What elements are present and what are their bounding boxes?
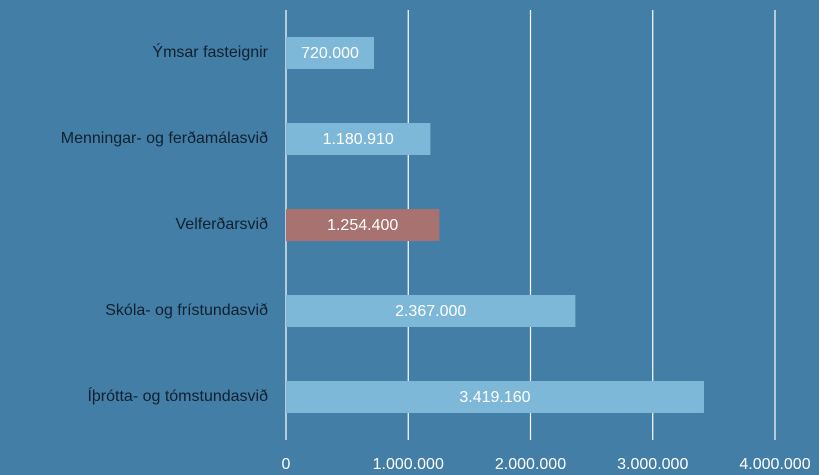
bar xyxy=(286,123,431,155)
data-label: 720.000 xyxy=(301,45,359,62)
y-tick-label: Menningar- og ferðamálasvið xyxy=(61,130,268,147)
x-tick-label: 4.000.000 xyxy=(739,456,810,473)
data-label: 2.367.000 xyxy=(395,303,466,320)
x-tick-label: 1.000.000 xyxy=(373,456,444,473)
y-tick-label: Ýmsar fasteignir xyxy=(152,42,268,61)
bar xyxy=(286,381,704,413)
data-label: 1.180.910 xyxy=(323,131,394,148)
x-tick-label: 3.000.000 xyxy=(617,456,688,473)
y-tick-label: Velferðarsvið xyxy=(176,216,269,233)
x-tick-label: 2.000.000 xyxy=(495,456,566,473)
bar xyxy=(286,37,375,69)
x-tick-label: 0 xyxy=(282,456,291,473)
y-tick-label: Skóla- og frístundasvið xyxy=(105,302,268,319)
bar xyxy=(286,295,576,327)
data-label: 3.419.160 xyxy=(459,389,530,406)
bar xyxy=(286,209,440,241)
y-tick-label: Íþrótta- og tómstundasvið xyxy=(87,386,268,405)
data-label: 1.254.400 xyxy=(327,217,398,234)
